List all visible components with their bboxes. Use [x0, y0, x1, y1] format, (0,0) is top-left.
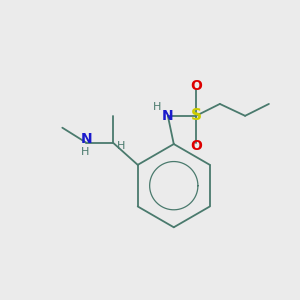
Text: O: O	[190, 79, 202, 92]
Text: H: H	[80, 147, 89, 157]
Text: O: O	[190, 139, 202, 153]
Text: N: N	[162, 109, 174, 123]
Text: H: H	[153, 103, 162, 112]
Text: N: N	[80, 132, 92, 146]
Text: S: S	[190, 108, 202, 123]
Text: H: H	[117, 140, 125, 151]
